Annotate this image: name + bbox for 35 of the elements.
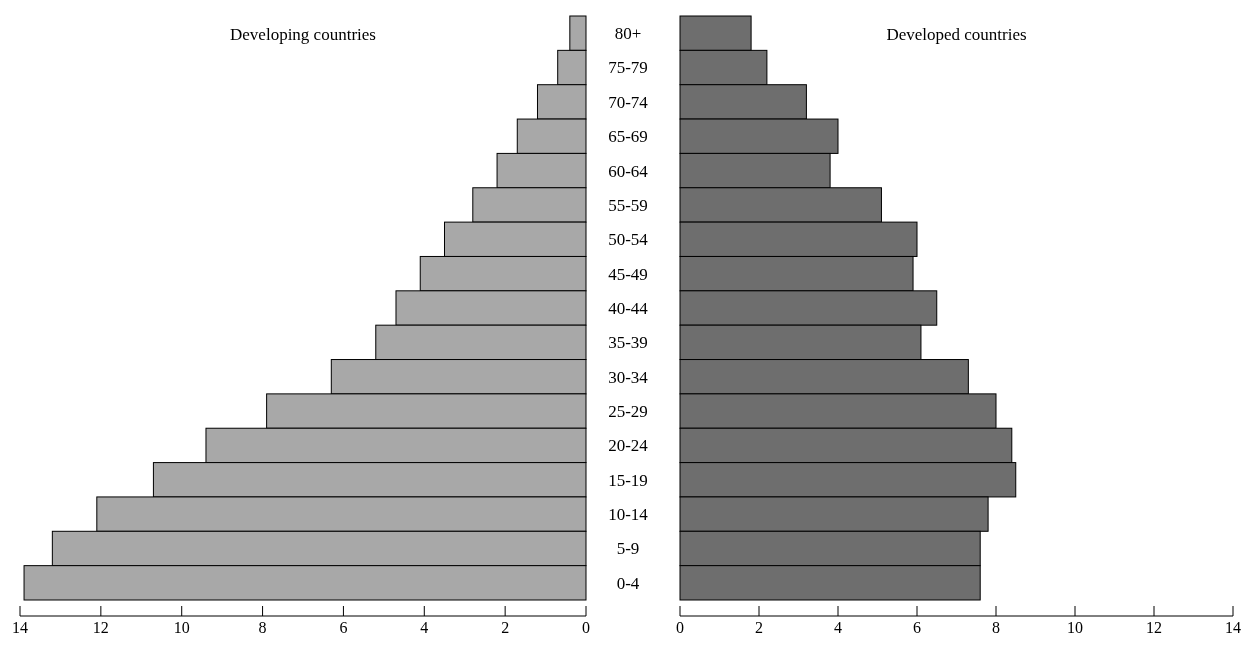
text: Developed countries — [886, 25, 1027, 44]
y-tick-label: 60-64 — [608, 161, 649, 181]
x-tick-label: 0 — [582, 619, 590, 636]
y-tick-label: 50-54 — [608, 230, 649, 250]
y-tick-label: 70-74 — [608, 92, 649, 112]
y-tick-label: 45-49 — [608, 264, 648, 284]
x-tick-label: 4 — [420, 619, 429, 636]
y-tick-label: 25-29 — [608, 402, 648, 422]
y-tick-label: 35-39 — [608, 333, 648, 353]
y-tick-label: 5-9 — [616, 539, 640, 559]
x-tick-label: 6 — [339, 619, 348, 636]
x-tick-label: 10 — [173, 619, 190, 636]
x-tick-label: 4 — [834, 619, 842, 636]
x-tick-label: 2 — [501, 619, 510, 636]
x-tick-label: 12 — [1146, 619, 1162, 636]
x-tick-label: 10 — [1067, 619, 1083, 636]
y-tick-label: 15-19 — [608, 470, 648, 490]
y-tick-label: 20-24 — [608, 436, 649, 456]
y-tick-label: 65-69 — [608, 127, 648, 147]
x-tick-label: 6 — [913, 619, 921, 636]
y-tick-label: 80+ — [614, 24, 642, 44]
x-tick-label: 8 — [258, 619, 267, 636]
text: Developing countries — [230, 25, 376, 44]
y-tick-label: 10-14 — [608, 505, 649, 525]
x-tick-label: 12 — [92, 619, 109, 636]
x-tick-label: 14 — [12, 619, 28, 636]
y-tick-label: 30-34 — [608, 367, 649, 387]
x-tick-label: 2 — [755, 619, 763, 636]
y-tick-label: 0-4 — [616, 573, 640, 593]
x-tick-label: 8 — [992, 619, 1000, 636]
y-tick-label: 40-44 — [608, 298, 649, 318]
x-tick-label: 14 — [1225, 619, 1241, 636]
y-tick-label: 55-59 — [608, 195, 648, 215]
y-tick-label: 75-79 — [608, 58, 648, 78]
x-tick-label: 0 — [676, 619, 684, 636]
